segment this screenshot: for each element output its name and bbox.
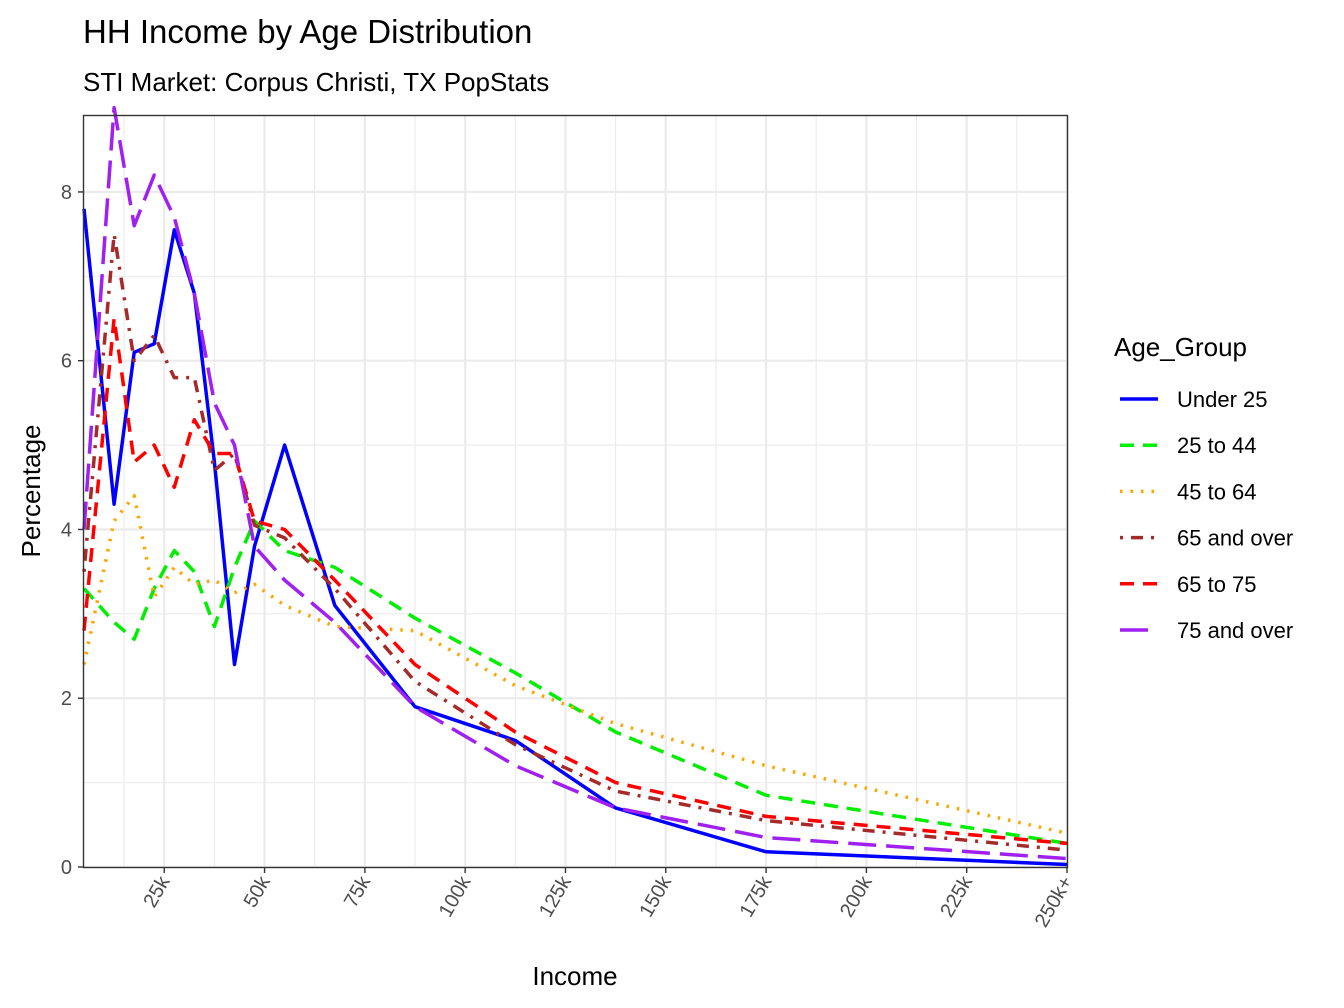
legend-label: 25 to 44 [1177,433,1257,458]
x-tick-label: 25k [139,872,175,912]
x-tick-label: 100k [435,872,476,921]
x-tick-label: 250k+ [1031,873,1078,932]
chart-title: HH Income by Age Distribution [83,13,532,50]
grid [84,116,1069,869]
legend-label: Under 25 [1177,387,1268,412]
x-tick-label: 175k [736,872,777,921]
x-tick-label: 150k [635,872,676,921]
legend-items: Under 25 25 to 44 45 to 64 65 and over 65 to… [1120,387,1293,643]
y-axis: 0 2 4 6 8 [61,182,84,879]
chart-subtitle: STI Market: Corpus Christi, TX PopStats [83,67,549,97]
y-tick-label: 6 [61,351,72,373]
series-line-75-and-over [82,105,1068,861]
legend-label: 75 and over [1177,618,1293,643]
x-tick-label: 75k [340,872,376,912]
legend-title: Age_Group [1114,332,1247,362]
x-axis-title: Income [532,961,617,991]
series-line-65-and-over [82,232,1068,852]
panel-border [82,114,1069,869]
legend-label: 65 and over [1177,526,1293,551]
x-tick-label: 125k [535,872,576,921]
y-tick-label: 2 [61,688,72,710]
series-line-25-to-44 [82,519,1068,846]
legend-label: 45 to 64 [1177,479,1257,504]
x-tick-label: 200k [836,872,877,921]
series-line-under-25 [82,208,1068,867]
x-tick-label: 50k [240,872,276,912]
y-axis-title: Percentage [16,425,46,558]
legend: Age_Group Under 25 25 to 44 45 to 64 65 and… [1114,332,1293,643]
series-lines [82,105,1068,867]
y-tick-label: 0 [61,857,72,879]
x-tick-label: 225k [936,872,977,921]
x-axis: 25k 50k 75k 100k 125k 150k 175k 200k 225k 250k+ [139,867,1077,931]
series-line-45-to-64 [82,493,1068,835]
y-tick-label: 4 [61,519,72,541]
y-tick-label: 8 [61,182,72,204]
legend-label: 65 to 75 [1177,572,1257,597]
